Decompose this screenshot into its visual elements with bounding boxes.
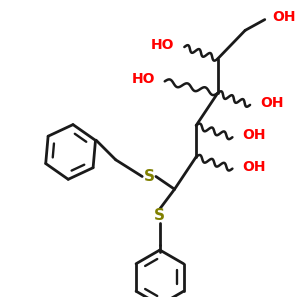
- Text: OH: OH: [242, 128, 266, 142]
- Text: OH: OH: [260, 96, 284, 110]
- Text: OH: OH: [242, 160, 266, 174]
- Text: S: S: [154, 208, 165, 223]
- Text: HO: HO: [131, 72, 155, 86]
- Text: OH: OH: [273, 10, 296, 24]
- Text: HO: HO: [151, 38, 175, 52]
- Text: S: S: [144, 169, 154, 184]
